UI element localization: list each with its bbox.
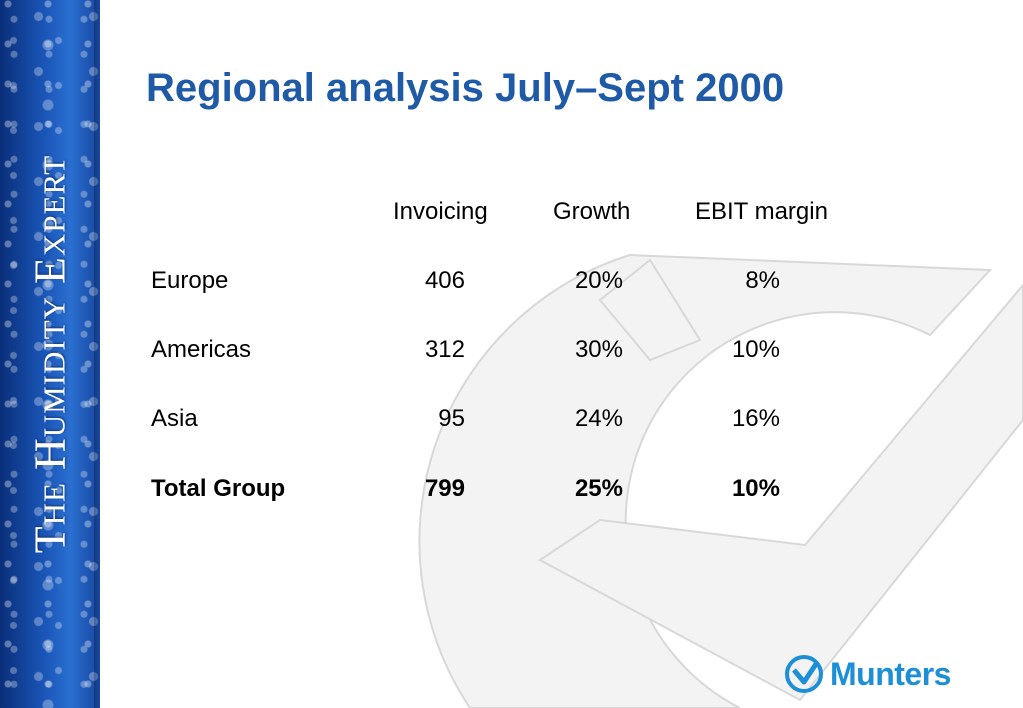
cell-invoicing-americas: 312 bbox=[424, 336, 465, 363]
header-ebit-margin: EBIT margin bbox=[695, 198, 828, 225]
cell-invoicing-total: 799 bbox=[424, 475, 465, 502]
sidebar-banner: The Humidity Expert bbox=[0, 0, 100, 708]
cell-growth-europe: 20% bbox=[574, 267, 623, 294]
header-growth: Growth bbox=[553, 198, 631, 225]
row-label-total: Total Group bbox=[151, 475, 286, 502]
cell-invoicing-europe: 406 bbox=[424, 267, 465, 294]
munters-emblem-icon bbox=[785, 655, 823, 693]
cell-ebit-americas: 10% bbox=[731, 336, 780, 363]
munters-logo-text: Munters bbox=[830, 655, 951, 692]
cell-growth-total: 25% bbox=[574, 475, 623, 502]
row-label-europe: Europe bbox=[151, 267, 229, 294]
header-invoicing: Invoicing bbox=[393, 198, 488, 225]
munters-logo: Munters bbox=[784, 654, 972, 694]
cell-growth-asia: 24% bbox=[574, 405, 623, 432]
cell-ebit-europe: 8% bbox=[745, 267, 780, 294]
row-label-americas: Americas bbox=[151, 336, 252, 363]
cell-ebit-total: 10% bbox=[731, 475, 780, 502]
slide-title: Regional analysis July–Sept 2000 bbox=[146, 66, 785, 110]
cell-growth-americas: 30% bbox=[574, 336, 623, 363]
cell-ebit-asia: 16% bbox=[731, 405, 780, 432]
cell-invoicing-asia: 95 bbox=[438, 405, 465, 432]
row-label-asia: Asia bbox=[151, 405, 198, 432]
